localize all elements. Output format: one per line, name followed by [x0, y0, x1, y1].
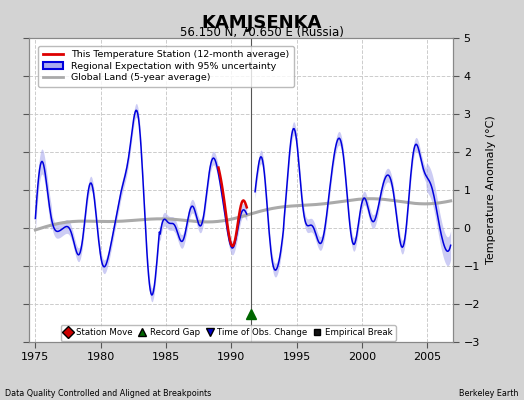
- Text: Berkeley Earth: Berkeley Earth: [460, 389, 519, 398]
- Text: KAMJSENKA: KAMJSENKA: [202, 14, 322, 32]
- Legend: Station Move, Record Gap, Time of Obs. Change, Empirical Break: Station Move, Record Gap, Time of Obs. C…: [61, 325, 396, 341]
- Y-axis label: Temperature Anomaly (°C): Temperature Anomaly (°C): [486, 116, 496, 264]
- Text: 56.150 N, 70.650 E (Russia): 56.150 N, 70.650 E (Russia): [180, 26, 344, 39]
- Text: Data Quality Controlled and Aligned at Breakpoints: Data Quality Controlled and Aligned at B…: [5, 389, 212, 398]
